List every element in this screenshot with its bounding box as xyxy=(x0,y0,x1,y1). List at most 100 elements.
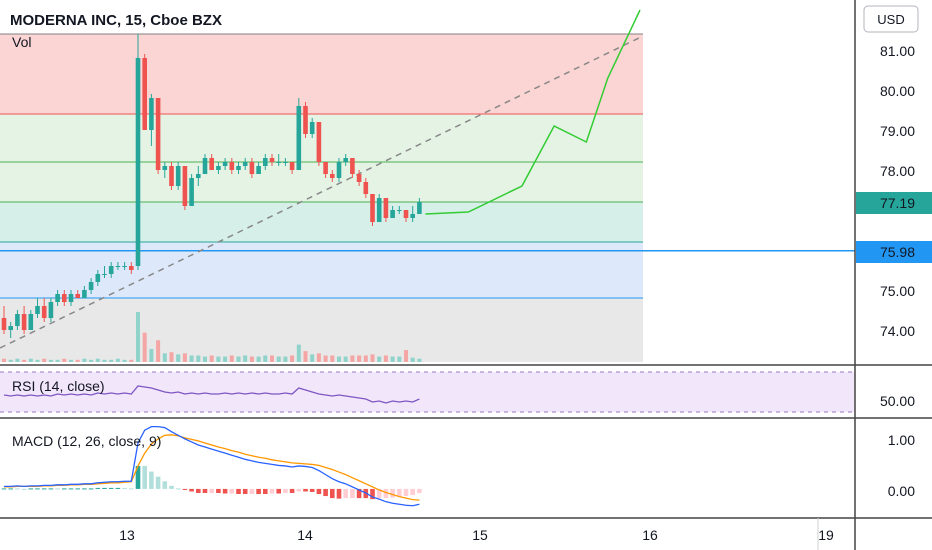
macd-histogram-bar xyxy=(216,488,221,494)
macd-histogram-bar xyxy=(209,488,214,494)
candle-body xyxy=(336,162,342,178)
candle-body xyxy=(62,294,67,302)
rsi-label: RSI (14, close) xyxy=(12,378,105,394)
volume-bar xyxy=(276,356,281,362)
price-tick: 74.00 xyxy=(880,323,915,339)
volume-bar xyxy=(350,355,355,362)
volume-bar xyxy=(82,358,87,362)
volume-bar xyxy=(176,354,181,362)
macd-histogram-bar xyxy=(417,488,422,494)
candle-body xyxy=(108,266,114,274)
volume-bar xyxy=(229,355,234,362)
volume-bar xyxy=(290,355,295,362)
macd-histogram-bar xyxy=(410,488,415,496)
candle-body xyxy=(229,162,235,170)
candle-body xyxy=(129,266,134,270)
candle-body xyxy=(236,166,241,170)
macd-histogram-bar xyxy=(236,488,241,495)
time-axis[interactable]: 13 14 15 16 19 xyxy=(119,527,834,543)
candle-body xyxy=(263,158,268,166)
volume-bar xyxy=(357,355,362,362)
candle-body xyxy=(115,266,121,267)
candle-body xyxy=(269,158,275,162)
macd-histogram-bar xyxy=(323,488,328,497)
volume-bar xyxy=(256,356,261,362)
candle-body xyxy=(202,158,208,174)
price-tick: 79.00 xyxy=(880,123,915,139)
macd-line xyxy=(4,425,420,507)
candle-body xyxy=(149,98,154,130)
rsi-tick: 50.00 xyxy=(880,393,915,409)
macd-histogram-bar xyxy=(189,488,194,492)
indicator-layer xyxy=(0,371,855,507)
trend-line xyxy=(0,35,644,349)
candle-body xyxy=(102,274,107,275)
volume-bar xyxy=(28,358,33,362)
macd-histogram-bar xyxy=(75,488,80,490)
candle-body xyxy=(417,202,422,214)
horizontal-line-badge: 75.98 xyxy=(856,241,932,263)
volume-bar xyxy=(115,358,120,362)
macd-histogram-bar xyxy=(155,476,161,489)
macd-histogram-bar xyxy=(283,488,288,494)
candle-body xyxy=(35,306,40,314)
volume-bar xyxy=(410,357,415,362)
fib-zone xyxy=(0,162,643,202)
candle-body xyxy=(8,326,13,330)
volume-bar xyxy=(343,356,348,362)
macd-histogram-bar xyxy=(289,488,295,494)
candle-body xyxy=(316,122,322,162)
last-price-value: 77.19 xyxy=(880,195,915,211)
candle-body xyxy=(370,194,375,222)
volume-bar xyxy=(249,356,254,362)
volume-bar xyxy=(69,359,73,362)
volume-bar xyxy=(397,356,402,362)
macd-histogram-bar xyxy=(397,488,402,497)
volume-bar xyxy=(283,356,288,362)
macd-histogram-bar xyxy=(229,488,235,494)
macd-histogram-bar xyxy=(350,488,355,499)
volume-bar xyxy=(243,355,248,362)
fib-zone xyxy=(0,202,643,242)
macd-histogram-bar xyxy=(108,487,114,489)
macd-histogram-bar xyxy=(383,488,389,499)
macd-histogram-bar xyxy=(68,488,74,490)
macd-histogram-bar xyxy=(15,488,20,490)
price-tick: 78.00 xyxy=(880,163,915,179)
candle-body xyxy=(283,162,288,163)
candle-body xyxy=(182,166,188,206)
volume-bar xyxy=(122,359,127,362)
macd-histogram-bar xyxy=(102,487,107,489)
macd-histogram-bar xyxy=(370,488,375,500)
candle-body xyxy=(256,166,261,174)
volume-bar xyxy=(15,358,20,362)
volume-bar xyxy=(417,358,422,362)
volume-bar xyxy=(22,359,27,362)
macd-histogram-bar xyxy=(196,488,201,494)
price-axis[interactable]: 74.00 75.00 78.00 79.00 80.00 81.00 77.1… xyxy=(856,43,932,339)
macd-histogram-bar xyxy=(202,488,208,494)
volume-bar xyxy=(55,359,60,362)
candle-body xyxy=(175,166,181,186)
price-tick: 80.00 xyxy=(880,83,915,99)
candle-body xyxy=(216,166,221,170)
volume-bar xyxy=(102,359,107,362)
time-tick: 13 xyxy=(119,527,135,543)
currency-button[interactable]: USD xyxy=(863,5,919,33)
volume-bar xyxy=(363,355,368,362)
candle-body xyxy=(48,302,54,318)
candle-body xyxy=(28,314,34,330)
volume-bar xyxy=(35,359,40,362)
candle-body xyxy=(350,158,355,174)
candle-body xyxy=(169,166,174,186)
time-tick: 19 xyxy=(818,527,834,543)
volume-bar xyxy=(370,354,375,362)
volume-bar xyxy=(310,354,315,362)
candle-body xyxy=(363,182,369,194)
volume-bar xyxy=(8,359,13,362)
rsi-band xyxy=(0,372,855,412)
macd-histogram-bar xyxy=(242,488,248,495)
time-tick: 16 xyxy=(642,527,658,543)
volume-layer xyxy=(2,312,422,362)
